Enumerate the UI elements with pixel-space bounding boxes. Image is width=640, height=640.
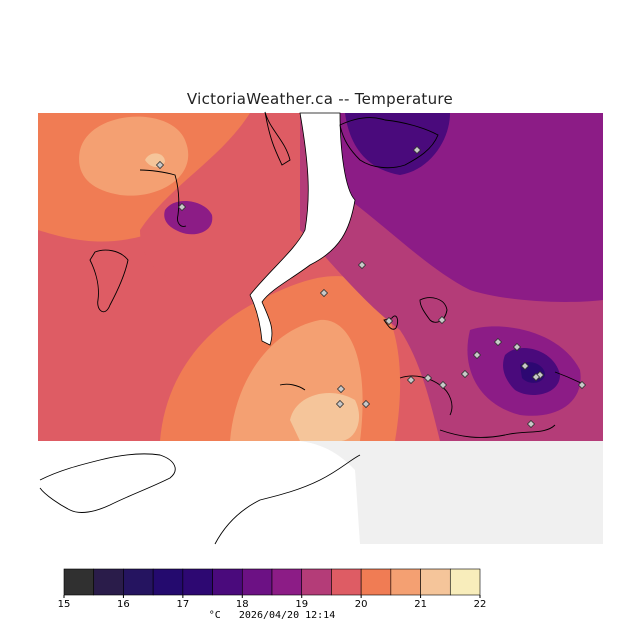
contour-small-blob — [164, 200, 213, 235]
legend-swatch — [271, 568, 303, 596]
station-marker[interactable] — [493, 337, 503, 347]
legend-tick-label: 15 — [58, 599, 71, 610]
color-legend: 15 16 17 18 19 20 21 22 — [58, 568, 487, 610]
station-marker[interactable] — [460, 369, 470, 379]
legend-tick-label: 18 — [236, 599, 249, 610]
legend-swatch — [390, 568, 421, 596]
station-marker[interactable] — [520, 361, 530, 371]
station-marker[interactable] — [177, 202, 187, 212]
station-marker[interactable] — [335, 399, 345, 409]
legend-timestamp: 2026/04/20 12:14 — [238, 610, 336, 621]
coastline-south — [214, 454, 361, 545]
coastline-small-island — [383, 315, 399, 330]
coastline-sliver — [279, 383, 306, 391]
legend-swatch — [241, 568, 273, 596]
legend-swatch — [301, 568, 332, 596]
map-title: VictoriaWeather.ca -- Temperature — [186, 90, 454, 108]
legend-swatch — [360, 568, 392, 596]
station-marker[interactable] — [526, 419, 536, 429]
station-marker[interactable] — [438, 380, 448, 390]
legend-swatch — [63, 568, 95, 596]
coastline-olympic — [39, 453, 176, 513]
station-markers — [155, 145, 587, 429]
legend-swatch — [123, 568, 154, 596]
contour-19-20-center — [140, 113, 307, 286]
station-marker[interactable] — [472, 350, 482, 360]
coastline-north-tip — [264, 111, 291, 166]
contour-21-22-nw — [79, 116, 189, 196]
station-marker[interactable] — [361, 399, 371, 409]
station-marker[interactable] — [531, 372, 541, 382]
legend-swatch — [152, 568, 184, 596]
coastline-inlet — [139, 169, 187, 227]
station-marker[interactable] — [412, 145, 422, 155]
strait-water — [249, 112, 356, 346]
legend-swatch — [212, 568, 243, 596]
station-marker[interactable] — [357, 260, 367, 270]
station-marker[interactable] — [406, 375, 416, 385]
legend-tick-label: 22 — [474, 599, 487, 610]
station-marker[interactable] — [155, 160, 165, 170]
station-marker[interactable] — [423, 373, 433, 383]
station-marker[interactable] — [577, 380, 587, 390]
legend-tick-label: 17 — [176, 599, 189, 610]
station-marker[interactable] — [437, 315, 447, 325]
legend-footer: °C 2026/04/20 12:14 — [0, 610, 544, 621]
legend-tick-label: 21 — [414, 599, 427, 610]
legend-swatch — [331, 568, 362, 596]
coastline-southeast — [439, 424, 556, 438]
legend-swatch — [449, 568, 481, 596]
station-marker[interactable] — [512, 342, 522, 352]
legend-tick-label: 16 — [117, 599, 130, 610]
station-marker[interactable] — [336, 384, 346, 394]
legend-unit: °C — [208, 610, 221, 621]
legend-swatch — [93, 568, 124, 596]
legend-tick-label: 20 — [355, 599, 368, 610]
legend-swatch — [182, 568, 213, 596]
temperature-contours — [38, 113, 603, 441]
coastline-north-east — [339, 117, 439, 169]
coastline-island-west — [89, 249, 129, 313]
legend-swatch — [420, 568, 451, 596]
station-marker[interactable] — [319, 288, 329, 298]
south-water — [38, 441, 360, 544]
station-marker[interactable] — [384, 316, 394, 326]
legend-tick-label: 19 — [295, 599, 308, 610]
